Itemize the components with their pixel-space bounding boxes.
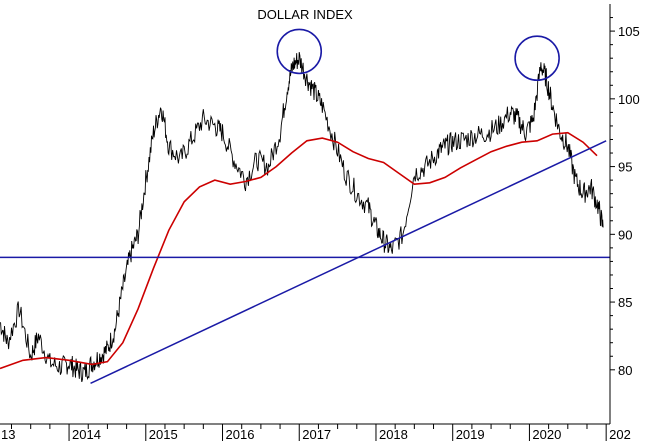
x-tick-label: 13 [1,427,15,441]
series-layer [0,28,610,385]
peak-circle [276,28,323,75]
x-axis-ticks: 13 2014 2015 2016 2017 2018 2019 2020 202 [1,424,631,441]
y-tick-label: 85 [618,295,632,310]
x-tick-label: 2016 [226,427,255,441]
y-tick-label: 95 [618,160,632,175]
x-tick-label: 202 [609,427,631,441]
x-tick-label: 2017 [302,427,331,441]
y-tick-label: 100 [618,92,640,107]
x-tick-label: 2019 [456,427,485,441]
x-tick-label: 2015 [149,427,178,441]
y-tick-label: 80 [618,363,632,378]
x-tick-label: 2018 [379,427,408,441]
price-series-line [0,52,604,383]
y-axis-ticks: 80 85 90 95 100 105 [610,17,640,378]
y-tick-label: 90 [618,227,632,242]
x-tick-label: 2014 [72,427,101,441]
peak-circle [514,35,560,81]
moving-average-line [0,131,598,370]
x-tick-label: 2020 [532,427,561,441]
y-tick-label: 105 [618,24,640,39]
chart-title: DOLLAR INDEX [257,7,353,22]
rising-trend-line [90,140,607,385]
